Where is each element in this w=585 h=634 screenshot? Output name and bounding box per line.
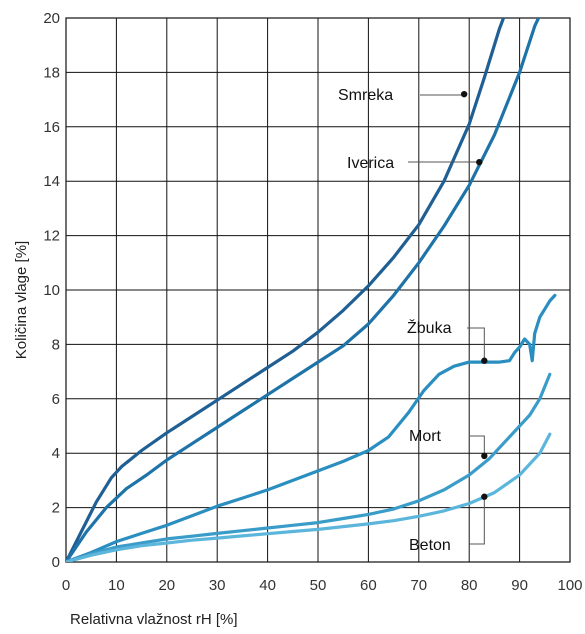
series-label-iverica: Iverica	[347, 155, 394, 172]
leader-line	[470, 496, 485, 545]
leader-line	[467, 327, 485, 361]
series-line-žbuka	[66, 293, 557, 562]
x-tick-label: 0	[62, 577, 70, 594]
series-label-beton: Beton	[409, 537, 451, 554]
y-tick-label: 8	[52, 336, 60, 353]
x-tick-label: 40	[259, 577, 276, 594]
x-tick-label: 30	[209, 577, 226, 594]
x-tick-label: 70	[410, 577, 427, 594]
curves-layer	[66, 18, 557, 562]
series-labels-layer: Smreka Iverica Žbuka Mort Beton	[338, 87, 488, 554]
x-axis-title: Relativna vlažnost rH [%]	[70, 611, 238, 628]
series-label-žbuka: Žbuka	[407, 318, 452, 337]
plot-frame	[65, 17, 571, 563]
x-tick-label: 80	[461, 577, 478, 594]
leader-line	[420, 94, 465, 96]
series-marker-dot	[481, 493, 488, 500]
x-tick-label: 20	[158, 577, 175, 594]
y-tick-label: 4	[52, 445, 60, 462]
series-line-smreka	[66, 18, 506, 562]
y-tick-label: 14	[43, 173, 60, 190]
grid-layer	[65, 17, 571, 563]
x-tick-label: 60	[360, 577, 377, 594]
series-line-iverica	[66, 18, 541, 562]
y-tick-label: 12	[43, 228, 60, 245]
series-marker-dot	[460, 90, 468, 98]
series-marker-dot	[476, 158, 483, 166]
y-tick-label: 20	[43, 10, 60, 27]
series-label-smreka: Smreka	[338, 87, 393, 104]
y-tick-label: 0	[52, 554, 60, 571]
x-tick-label: 100	[557, 577, 582, 594]
series-marker-dot	[481, 357, 488, 364]
series-label-mort: Mort	[409, 428, 442, 445]
y-axis-title: Količina vlage [%]	[13, 241, 30, 359]
y-tick-label: 16	[43, 119, 60, 136]
y-tick-label: 2	[52, 500, 60, 517]
x-tick-label: 90	[511, 577, 528, 594]
y-tick-label: 10	[43, 282, 60, 299]
leader-line	[469, 435, 485, 456]
x-tick-label: 10	[108, 577, 125, 594]
x-tick-label: 50	[310, 577, 327, 594]
y-tick-label: 6	[52, 391, 60, 408]
series-marker-dot	[481, 452, 488, 460]
series-line-mort	[66, 372, 552, 562]
tick-labels-layer: 0 10 20 30 40 50 60 70 80 90 100 0 2 4 6 8 10 12 14 16 18 20	[43, 10, 582, 594]
y-tick-label: 18	[43, 64, 60, 81]
